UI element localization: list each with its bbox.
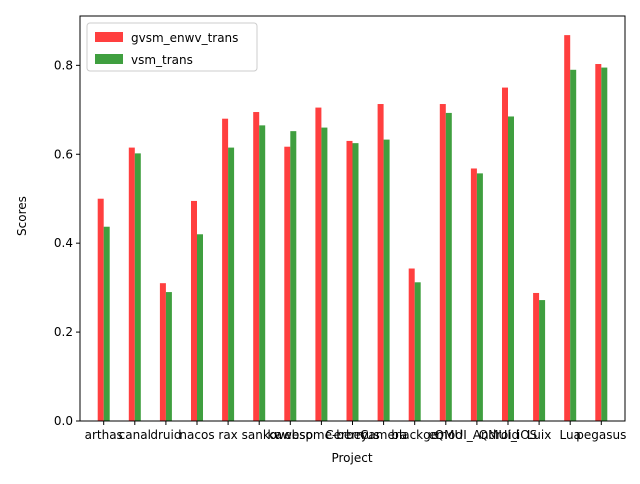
- x-tick-label: Camera: [360, 428, 407, 442]
- legend-label: gvsm_enwv_trans: [131, 31, 238, 45]
- x-axis-label: Project: [331, 451, 372, 465]
- legend-swatch: [95, 32, 123, 42]
- y-axis-label: Scores: [15, 196, 29, 236]
- bar: [197, 234, 203, 421]
- bar: [601, 67, 608, 421]
- bar: [570, 69, 577, 421]
- x-tick-label: Cerberus: [325, 428, 380, 442]
- legend-swatch: [95, 54, 123, 64]
- bar: [284, 146, 291, 422]
- bar: [103, 226, 110, 421]
- x-tick-label: emod: [429, 428, 463, 442]
- bar: [445, 112, 452, 422]
- bar: [165, 292, 172, 421]
- x-tick-label: kwebsp: [267, 428, 313, 442]
- x-tick-label: Luix: [527, 428, 552, 442]
- legend-label: vsm_trans: [131, 53, 193, 67]
- bar: [259, 125, 266, 421]
- bar: [290, 131, 297, 421]
- x-tick-label: Lua: [559, 428, 580, 442]
- bar: [533, 292, 540, 421]
- bar: [222, 118, 229, 422]
- bar: [502, 87, 508, 421]
- axes-frame: [79, 15, 626, 422]
- bar: [383, 139, 390, 421]
- x-tick-label: arthas: [85, 428, 123, 442]
- x-tick-label: druid: [150, 428, 181, 442]
- bar: [414, 282, 421, 421]
- bar: [191, 200, 197, 421]
- y-tick-label: 0.2: [54, 325, 73, 339]
- x-tick-label: blackge: [391, 428, 438, 442]
- x-tick-label: QMUI_Android: [435, 428, 520, 442]
- bar: [539, 300, 546, 421]
- bar: [476, 173, 483, 421]
- bar: [346, 140, 353, 421]
- x-tick-label: pegasus: [576, 428, 626, 442]
- bar: [128, 147, 135, 421]
- bar: [228, 147, 235, 421]
- bar: [408, 268, 415, 421]
- legend-frame: [86, 22, 258, 72]
- bar: [321, 127, 328, 421]
- y-tick-label: 0.0: [54, 414, 73, 428]
- bar: [595, 64, 602, 421]
- bar: [159, 283, 166, 421]
- bar: [352, 143, 359, 421]
- x-tick-label: canal: [119, 428, 151, 442]
- bar: [377, 104, 384, 422]
- bar: [134, 153, 141, 421]
- x-tick-label: sanko: [242, 428, 277, 442]
- x-tick-label: awesome-berry: [275, 428, 368, 442]
- x-tick-label: QMUI_iOS: [479, 428, 538, 442]
- bar: [508, 116, 514, 421]
- x-tick-label: rax: [218, 428, 237, 442]
- y-tick-label: 0.6: [54, 147, 73, 161]
- bar: [470, 168, 477, 421]
- bar: [253, 112, 260, 422]
- y-tick-label: 0.4: [54, 236, 73, 250]
- x-tick-label: nacos: [179, 428, 214, 442]
- bar: [97, 198, 104, 421]
- bar: [315, 107, 322, 421]
- bar: [439, 104, 446, 422]
- y-tick-label: 0.8: [54, 58, 73, 72]
- bar: [564, 35, 571, 421]
